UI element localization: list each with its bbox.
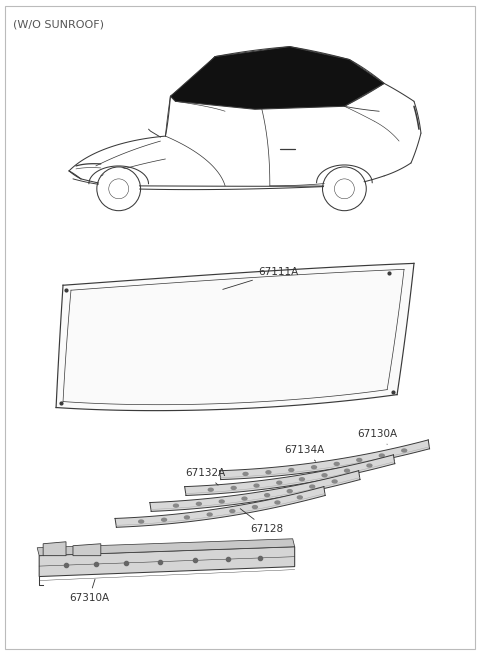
Polygon shape [367, 464, 372, 467]
Polygon shape [170, 47, 384, 109]
Polygon shape [289, 468, 294, 472]
Polygon shape [150, 471, 360, 512]
Polygon shape [254, 484, 259, 487]
Polygon shape [357, 458, 362, 462]
Polygon shape [266, 471, 271, 474]
Polygon shape [219, 440, 430, 479]
Text: 67130A: 67130A [357, 430, 397, 444]
Polygon shape [252, 506, 257, 508]
Polygon shape [288, 490, 292, 493]
Polygon shape [275, 501, 280, 504]
Text: 67134A: 67134A [285, 445, 325, 461]
Polygon shape [219, 500, 224, 503]
Polygon shape [37, 539, 295, 555]
Polygon shape [208, 488, 213, 491]
Polygon shape [334, 462, 339, 465]
Polygon shape [242, 497, 247, 500]
Polygon shape [300, 477, 304, 481]
Polygon shape [298, 496, 302, 499]
Text: 67132A: 67132A [185, 468, 226, 485]
Polygon shape [184, 516, 190, 519]
Polygon shape [322, 474, 327, 477]
Polygon shape [312, 466, 316, 469]
Polygon shape [310, 485, 315, 488]
Polygon shape [207, 513, 212, 516]
Polygon shape [379, 454, 384, 457]
Polygon shape [73, 544, 101, 555]
Polygon shape [185, 455, 395, 495]
Text: 67111A: 67111A [223, 267, 298, 290]
Polygon shape [43, 542, 66, 555]
Polygon shape [162, 518, 167, 521]
Text: (W/O SUNROOF): (W/O SUNROOF) [13, 20, 104, 29]
Polygon shape [39, 547, 295, 576]
Polygon shape [115, 487, 325, 527]
Polygon shape [277, 481, 282, 484]
Polygon shape [231, 487, 236, 489]
Polygon shape [196, 502, 202, 505]
Polygon shape [264, 494, 270, 496]
Text: 67310A: 67310A [69, 579, 109, 603]
Text: 67128: 67128 [240, 509, 283, 534]
Polygon shape [243, 472, 248, 476]
Polygon shape [174, 504, 179, 507]
Circle shape [324, 169, 364, 209]
Circle shape [99, 169, 139, 209]
Polygon shape [139, 520, 144, 523]
Polygon shape [402, 449, 407, 452]
Polygon shape [230, 510, 235, 513]
Polygon shape [345, 469, 349, 472]
Polygon shape [56, 263, 414, 411]
Polygon shape [332, 480, 337, 483]
